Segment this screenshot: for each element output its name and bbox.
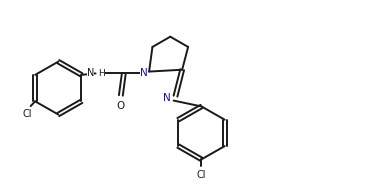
Text: N: N	[87, 68, 94, 78]
Text: N: N	[140, 68, 148, 78]
Text: H: H	[98, 69, 105, 78]
Text: O: O	[116, 101, 124, 111]
Text: N: N	[163, 93, 170, 103]
Text: Cl: Cl	[22, 109, 32, 119]
Text: Cl: Cl	[197, 170, 206, 180]
